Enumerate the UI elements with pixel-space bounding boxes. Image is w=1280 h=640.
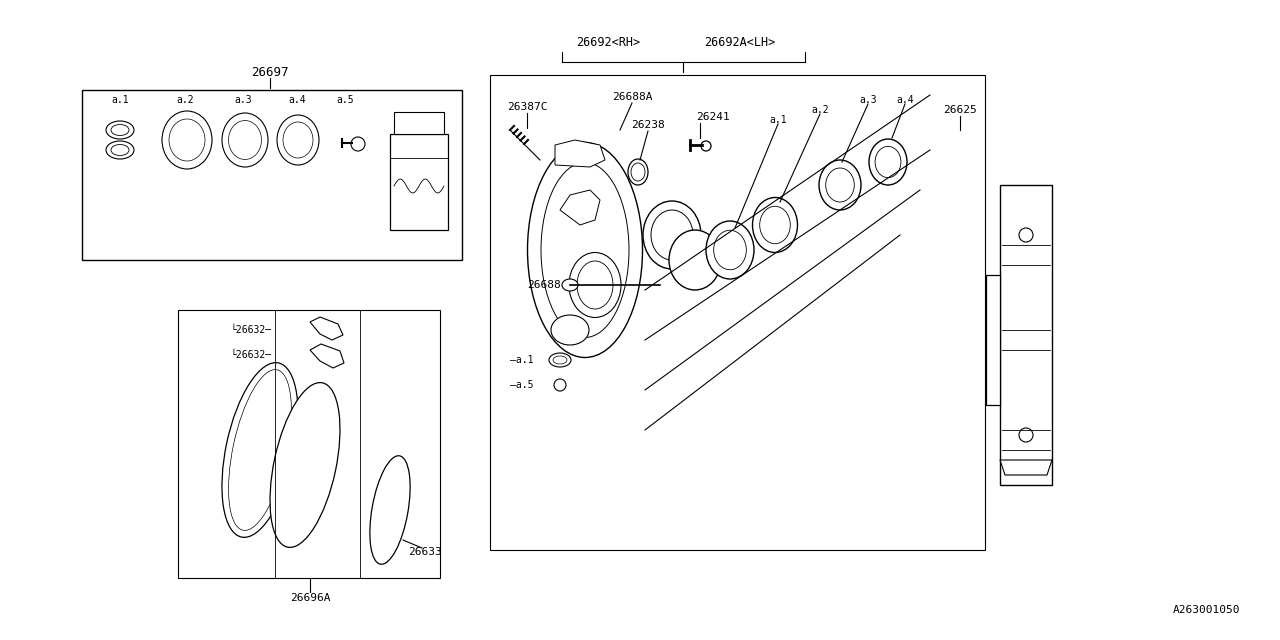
Text: 26238: 26238: [631, 120, 664, 130]
Ellipse shape: [577, 261, 613, 309]
Text: 26696A: 26696A: [289, 593, 330, 603]
Ellipse shape: [669, 230, 721, 290]
Text: 26688A: 26688A: [612, 92, 653, 102]
Ellipse shape: [549, 353, 571, 367]
Ellipse shape: [106, 141, 134, 159]
Ellipse shape: [550, 315, 589, 345]
Ellipse shape: [111, 145, 129, 156]
Ellipse shape: [826, 168, 854, 202]
Circle shape: [351, 137, 365, 151]
Ellipse shape: [562, 279, 579, 291]
Bar: [394, 112, 444, 134]
Ellipse shape: [229, 120, 261, 159]
Bar: [390, 134, 448, 230]
Text: a.2: a.2: [177, 95, 193, 105]
Ellipse shape: [819, 160, 861, 210]
Ellipse shape: [876, 147, 901, 178]
Ellipse shape: [276, 115, 319, 165]
Circle shape: [701, 141, 710, 151]
Circle shape: [1019, 228, 1033, 242]
Polygon shape: [556, 140, 605, 167]
Ellipse shape: [652, 210, 692, 260]
Text: A263001050: A263001050: [1172, 605, 1240, 615]
Circle shape: [1019, 428, 1033, 442]
Text: a.3: a.3: [234, 95, 252, 105]
Text: a.2: a.2: [812, 105, 829, 115]
Text: a.4: a.4: [288, 95, 306, 105]
Ellipse shape: [869, 139, 908, 185]
Text: 26633: 26633: [408, 547, 442, 557]
Ellipse shape: [714, 230, 746, 269]
Text: a.3: a.3: [859, 95, 877, 105]
Bar: [490, 75, 986, 550]
Ellipse shape: [163, 111, 212, 169]
Ellipse shape: [760, 206, 790, 244]
Text: a.1: a.1: [111, 95, 129, 105]
Text: 26625: 26625: [943, 105, 977, 115]
Ellipse shape: [283, 122, 314, 158]
Text: 26387C: 26387C: [507, 102, 548, 112]
Ellipse shape: [527, 143, 643, 358]
Bar: [986, 275, 1000, 405]
Ellipse shape: [229, 369, 292, 531]
Text: 26697: 26697: [251, 65, 289, 79]
Bar: [82, 90, 462, 260]
Text: └26632─: └26632─: [230, 350, 271, 360]
Ellipse shape: [570, 253, 621, 317]
Polygon shape: [310, 317, 343, 340]
Ellipse shape: [631, 163, 645, 181]
Text: a.1: a.1: [769, 115, 787, 125]
Text: 26692<RH>: 26692<RH>: [576, 35, 640, 49]
Bar: [178, 310, 440, 578]
Ellipse shape: [270, 383, 340, 547]
Ellipse shape: [753, 198, 797, 253]
Ellipse shape: [707, 221, 754, 279]
Ellipse shape: [111, 125, 129, 136]
Polygon shape: [561, 190, 600, 225]
Ellipse shape: [553, 356, 567, 364]
Circle shape: [554, 379, 566, 391]
Ellipse shape: [628, 159, 648, 185]
Text: a.4: a.4: [896, 95, 914, 105]
Text: 26688: 26688: [527, 280, 561, 290]
Text: a.5: a.5: [337, 95, 353, 105]
Ellipse shape: [221, 113, 268, 167]
Text: └26632─: └26632─: [230, 325, 271, 335]
Ellipse shape: [541, 163, 628, 337]
Polygon shape: [1000, 460, 1052, 475]
Ellipse shape: [370, 456, 410, 564]
Ellipse shape: [643, 201, 701, 269]
Ellipse shape: [106, 121, 134, 139]
Text: –a.1: –a.1: [509, 355, 534, 365]
Text: 26241: 26241: [696, 112, 730, 122]
Ellipse shape: [221, 363, 298, 538]
Ellipse shape: [169, 119, 205, 161]
Text: 26692A<LH>: 26692A<LH>: [704, 35, 776, 49]
Bar: [1000, 185, 1052, 485]
Polygon shape: [310, 344, 344, 368]
Text: –a.5: –a.5: [509, 380, 534, 390]
